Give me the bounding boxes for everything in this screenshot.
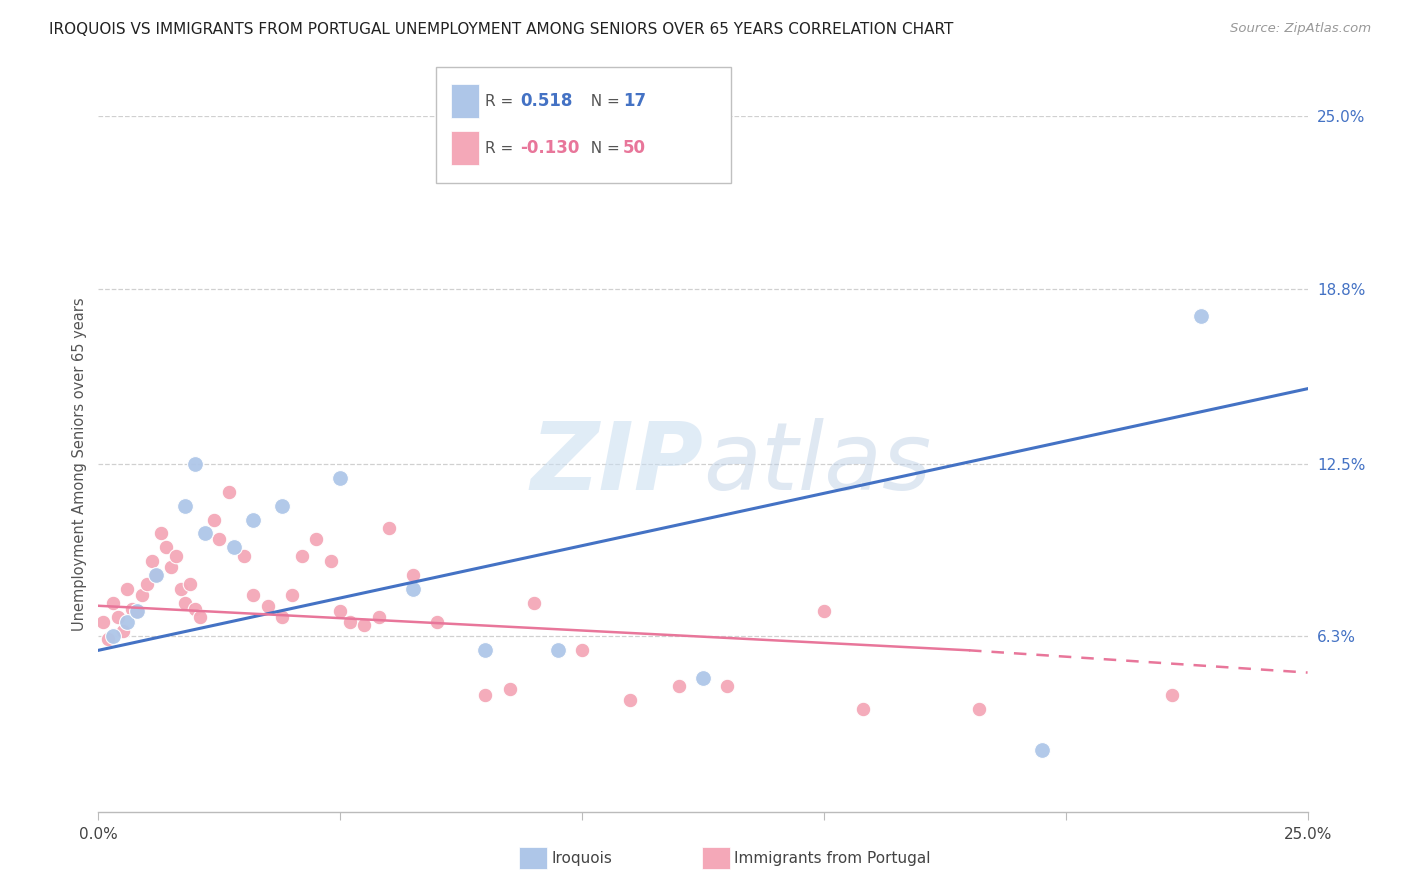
Point	[1189, 310, 1212, 324]
Point	[184, 457, 207, 471]
Point	[619, 693, 641, 707]
Point	[329, 471, 352, 485]
Text: Source: ZipAtlas.com: Source: ZipAtlas.com	[1230, 22, 1371, 36]
Point	[668, 680, 690, 694]
Point	[165, 549, 187, 563]
Point	[218, 484, 240, 499]
Point	[305, 532, 328, 546]
Point	[160, 559, 183, 574]
Point	[1161, 688, 1184, 702]
Point	[184, 601, 207, 615]
Point	[107, 610, 129, 624]
Text: 17: 17	[623, 93, 645, 111]
Point	[232, 549, 254, 563]
Text: 0.518: 0.518	[520, 93, 572, 111]
Point	[141, 554, 163, 568]
Point	[101, 596, 124, 610]
Text: ZIP: ZIP	[530, 417, 703, 510]
Point	[204, 512, 226, 526]
Point	[97, 632, 120, 647]
Point	[319, 554, 342, 568]
Point	[242, 512, 264, 526]
Y-axis label: Unemployment Among Seniors over 65 years: Unemployment Among Seniors over 65 years	[72, 297, 87, 631]
Point	[353, 618, 375, 632]
Point	[813, 604, 835, 618]
Point	[101, 629, 124, 643]
Point	[571, 643, 593, 657]
Point	[426, 615, 449, 630]
Point	[339, 615, 361, 630]
Point	[523, 596, 546, 610]
Point	[169, 582, 191, 596]
Text: 50: 50	[623, 139, 645, 157]
Point	[117, 582, 139, 596]
Point	[145, 568, 167, 582]
Point	[377, 521, 399, 535]
Point	[474, 688, 496, 702]
Point	[402, 568, 425, 582]
Point	[692, 671, 714, 685]
Point	[127, 604, 149, 618]
Point	[145, 568, 167, 582]
Point	[1031, 743, 1053, 757]
Point	[402, 582, 425, 596]
Point	[256, 599, 278, 613]
Text: IROQUOIS VS IMMIGRANTS FROM PORTUGAL UNEMPLOYMENT AMONG SENIORS OVER 65 YEARS CO: IROQUOIS VS IMMIGRANTS FROM PORTUGAL UNE…	[49, 22, 953, 37]
Point	[271, 610, 294, 624]
Point	[179, 576, 201, 591]
Point	[131, 588, 153, 602]
Point	[111, 624, 134, 638]
Text: R =: R =	[485, 141, 519, 156]
Point	[716, 680, 738, 694]
Point	[242, 588, 264, 602]
Point	[271, 499, 294, 513]
Point	[188, 610, 211, 624]
Point	[135, 576, 157, 591]
Text: N =: N =	[581, 141, 624, 156]
Text: -0.130: -0.130	[520, 139, 579, 157]
Point	[117, 615, 139, 630]
Point	[174, 596, 197, 610]
Point	[290, 549, 312, 563]
Point	[194, 526, 217, 541]
Point	[91, 615, 114, 630]
Point	[498, 682, 520, 697]
Point	[547, 643, 569, 657]
Text: Immigrants from Portugal: Immigrants from Portugal	[734, 851, 931, 865]
Point	[208, 532, 231, 546]
Text: N =: N =	[581, 94, 624, 109]
Point	[474, 643, 496, 657]
Text: R =: R =	[485, 94, 519, 109]
Point	[155, 541, 177, 555]
Point	[852, 702, 875, 716]
Point	[174, 499, 197, 513]
Point	[329, 604, 352, 618]
Point	[368, 610, 391, 624]
Text: atlas: atlas	[703, 418, 931, 509]
Point	[127, 604, 149, 618]
Text: Iroquois: Iroquois	[551, 851, 612, 865]
Point	[222, 541, 245, 555]
Point	[121, 601, 143, 615]
Point	[150, 526, 173, 541]
Point	[281, 588, 304, 602]
Point	[967, 702, 990, 716]
